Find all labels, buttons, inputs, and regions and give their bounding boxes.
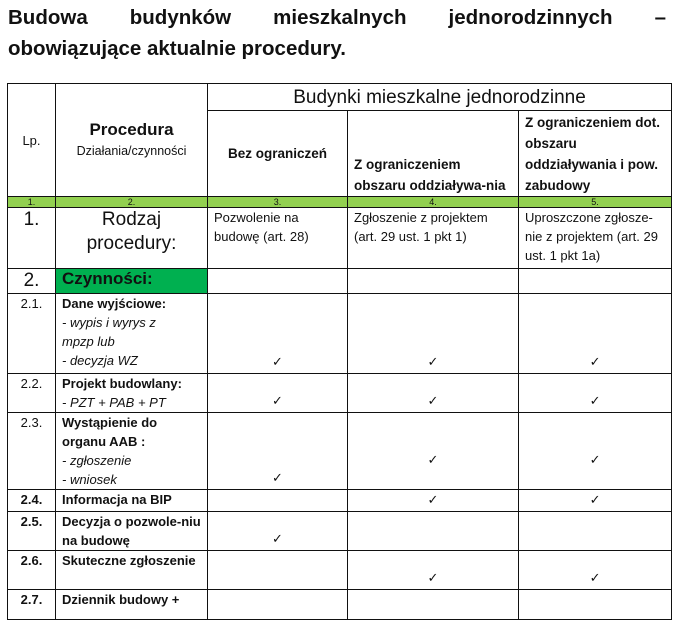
- cell: [207, 589, 348, 620]
- col-number: 5.: [517, 196, 673, 208]
- row-activity: Dane wyjściowe: - wypis i wyrys z mpzp lub…: [55, 293, 208, 374]
- cell: ✓: [207, 511, 348, 551]
- activity-item: - wypis i wyrys z: [62, 315, 156, 330]
- cell: ✓: [347, 412, 519, 490]
- cell: ✓: [207, 412, 348, 490]
- table-row: 2.3. Wystąpienie do organu AAB :- zgłosze…: [7, 412, 673, 490]
- activity-item: mpzp lub: [62, 334, 115, 349]
- check-icon: ✓: [272, 531, 283, 546]
- table-row: 2.7. Dziennik budowy +: [7, 589, 673, 620]
- table-row: 2.4. Informacja na BIP ✓ ✓: [7, 489, 673, 512]
- section-label: Czynności:: [55, 268, 208, 294]
- table-row: 1. Rodzaj procedury: Pozwolenie na budow…: [7, 207, 673, 269]
- check-icon: ✓: [427, 492, 439, 507]
- col-number: 1.: [7, 196, 56, 208]
- col-number: 2.: [55, 196, 208, 208]
- check-icon: ✓: [272, 354, 283, 369]
- cell: [207, 268, 348, 294]
- activity-item: - zgłoszenie: [62, 453, 132, 468]
- title-word: jednorodzinnych: [448, 6, 613, 29]
- title-word: –: [654, 6, 666, 29]
- table-row: 2. Czynności:: [7, 268, 673, 294]
- check-icon: ✓: [427, 570, 439, 585]
- title-line-2: obowiązujące aktualnie procedury.: [8, 37, 346, 60]
- column-numbers-row: 1. 2. 3. 4. 5.: [7, 196, 673, 208]
- check-icon: ✓: [589, 452, 601, 467]
- check-icon: ✓: [589, 492, 601, 507]
- check-icon: ✓: [589, 393, 601, 408]
- cell: ✓: [347, 373, 519, 413]
- title-word: budynków: [129, 6, 232, 29]
- cell: Pozwolenie na budowę (art. 28): [207, 207, 348, 269]
- cell: ✓: [517, 489, 673, 512]
- row-lp: 2.3.: [7, 412, 56, 490]
- check-icon: ✓: [272, 470, 283, 485]
- procedures-table: Lp. Procedura Działania/czynności Budynki…: [7, 83, 673, 620]
- check-icon: ✓: [427, 452, 439, 467]
- activity-item: - decyzja WZ: [62, 353, 138, 368]
- row-activity: Informacja na BIP: [55, 489, 208, 512]
- cell: ✓: [517, 550, 673, 590]
- table-row: 2.1. Dane wyjściowe: - wypis i wyrys z mpzp…: [7, 293, 673, 374]
- row-lp: 2.4.: [7, 489, 56, 512]
- row-lp: 2.1.: [7, 293, 56, 374]
- check-icon: ✓: [427, 354, 439, 369]
- row-activity: Decyzja o pozwole-niu na budowę: [55, 511, 208, 551]
- row-activity: Wystąpienie do organu AAB :- zgłoszenie -…: [55, 412, 208, 490]
- check-icon: ✓: [589, 354, 601, 369]
- header-procedure: Procedura Działania/czynności: [55, 83, 208, 197]
- cell: ✓: [517, 373, 673, 413]
- cell: Uproszczone zgłosze-nie z projektem (art…: [517, 207, 673, 269]
- header-col-3: Bez ograniczeń: [207, 110, 348, 197]
- cell: [347, 268, 519, 294]
- row-label: Rodzaj procedury:: [55, 207, 208, 269]
- row-activity: Skuteczne zgłoszenie: [55, 550, 208, 590]
- cell: [347, 511, 519, 551]
- title-word: Budowa: [8, 6, 88, 29]
- cell: ✓: [207, 293, 348, 374]
- activity-item: - PZT + PAB + PT: [62, 395, 166, 410]
- row-lp: 2.7.: [7, 589, 56, 620]
- row-lp: 2.2.: [7, 373, 56, 413]
- col-number: 3.: [207, 196, 348, 208]
- cell: ✓: [347, 550, 519, 590]
- row-lp: 1.: [7, 207, 56, 269]
- header-group: Budynki mieszkalne jednorodzinne: [206, 83, 673, 111]
- cell: ✓: [347, 293, 519, 374]
- activity-item: - wniosek: [62, 472, 117, 487]
- header-col-4: Z ograniczeniem obszaru oddziaływa-nia: [347, 110, 519, 197]
- table-row: 2.5. Decyzja o pozwole-niu na budowę ✓: [7, 511, 673, 551]
- cell: [517, 511, 673, 551]
- row-activity: Projekt budowlany: - PZT + PAB + PT: [55, 373, 208, 413]
- row-lp: 2.: [7, 268, 56, 294]
- col-number: 4.: [347, 196, 519, 208]
- cell: [207, 550, 348, 590]
- cell: ✓: [517, 412, 673, 490]
- row-activity: Dziennik budowy +: [55, 589, 208, 620]
- check-icon: ✓: [589, 570, 601, 585]
- cell: ✓: [517, 293, 673, 374]
- header-lp: Lp.: [7, 83, 56, 197]
- check-icon: ✓: [272, 393, 283, 408]
- row-lp: 2.5.: [7, 511, 56, 551]
- row-lp: 2.6.: [7, 550, 56, 590]
- page-title: Budowa budynków mieszkalnych jednorodzin…: [8, 2, 666, 64]
- table-row: 2.6. Skuteczne zgłoszenie ✓ ✓: [7, 550, 673, 590]
- cell: [517, 268, 673, 294]
- cell: [517, 589, 673, 620]
- title-word: mieszkalnych: [273, 6, 407, 29]
- cell: [207, 489, 348, 512]
- table-row: 2.2. Projekt budowlany: - PZT + PAB + PT ✓ ✓…: [7, 373, 673, 413]
- header-col-5: Z ograniczeniem dot. obszaru oddziaływan…: [517, 110, 673, 197]
- check-icon: ✓: [427, 393, 439, 408]
- cell: ✓: [347, 489, 519, 512]
- cell: ✓: [207, 373, 348, 413]
- cell: Zgłoszenie z projektem (art. 29 ust. 1 p…: [347, 207, 519, 269]
- cell: [347, 589, 519, 620]
